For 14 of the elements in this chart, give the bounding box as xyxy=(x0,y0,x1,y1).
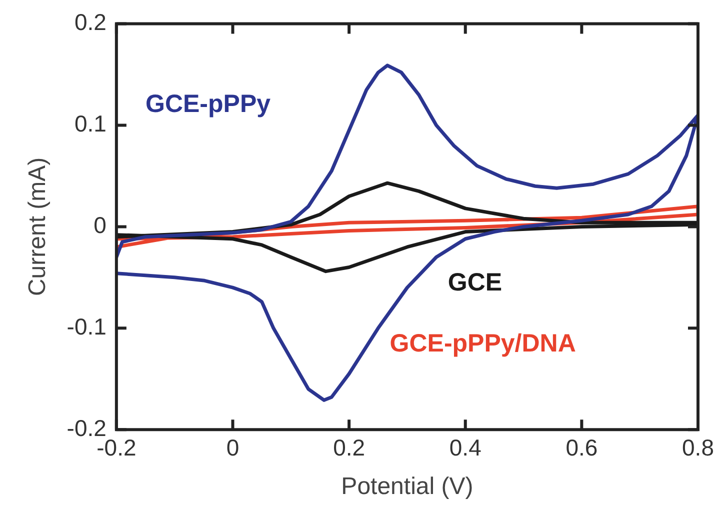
x-axis-title: Potential (V) xyxy=(341,473,474,500)
x-tick-label: 0.2 xyxy=(333,434,366,461)
y-tick-label: -0.1 xyxy=(66,313,106,340)
y-tick-label: 0.2 xyxy=(74,9,106,36)
y-tick-label: 0.1 xyxy=(74,110,106,137)
y-axis-title: Current (mA) xyxy=(24,157,52,296)
x-tick-label: 0.4 xyxy=(449,434,482,461)
series-label: GCE xyxy=(448,268,502,296)
x-tick-label: 0.6 xyxy=(566,434,598,461)
x-tick-label: 0 xyxy=(226,434,240,461)
x-tick-label: 0.8 xyxy=(682,434,714,461)
text: GCE-pPPy/DNA xyxy=(390,329,576,358)
text: GCE-pPPy xyxy=(146,90,271,118)
y-tick-label: 0 xyxy=(94,212,106,238)
